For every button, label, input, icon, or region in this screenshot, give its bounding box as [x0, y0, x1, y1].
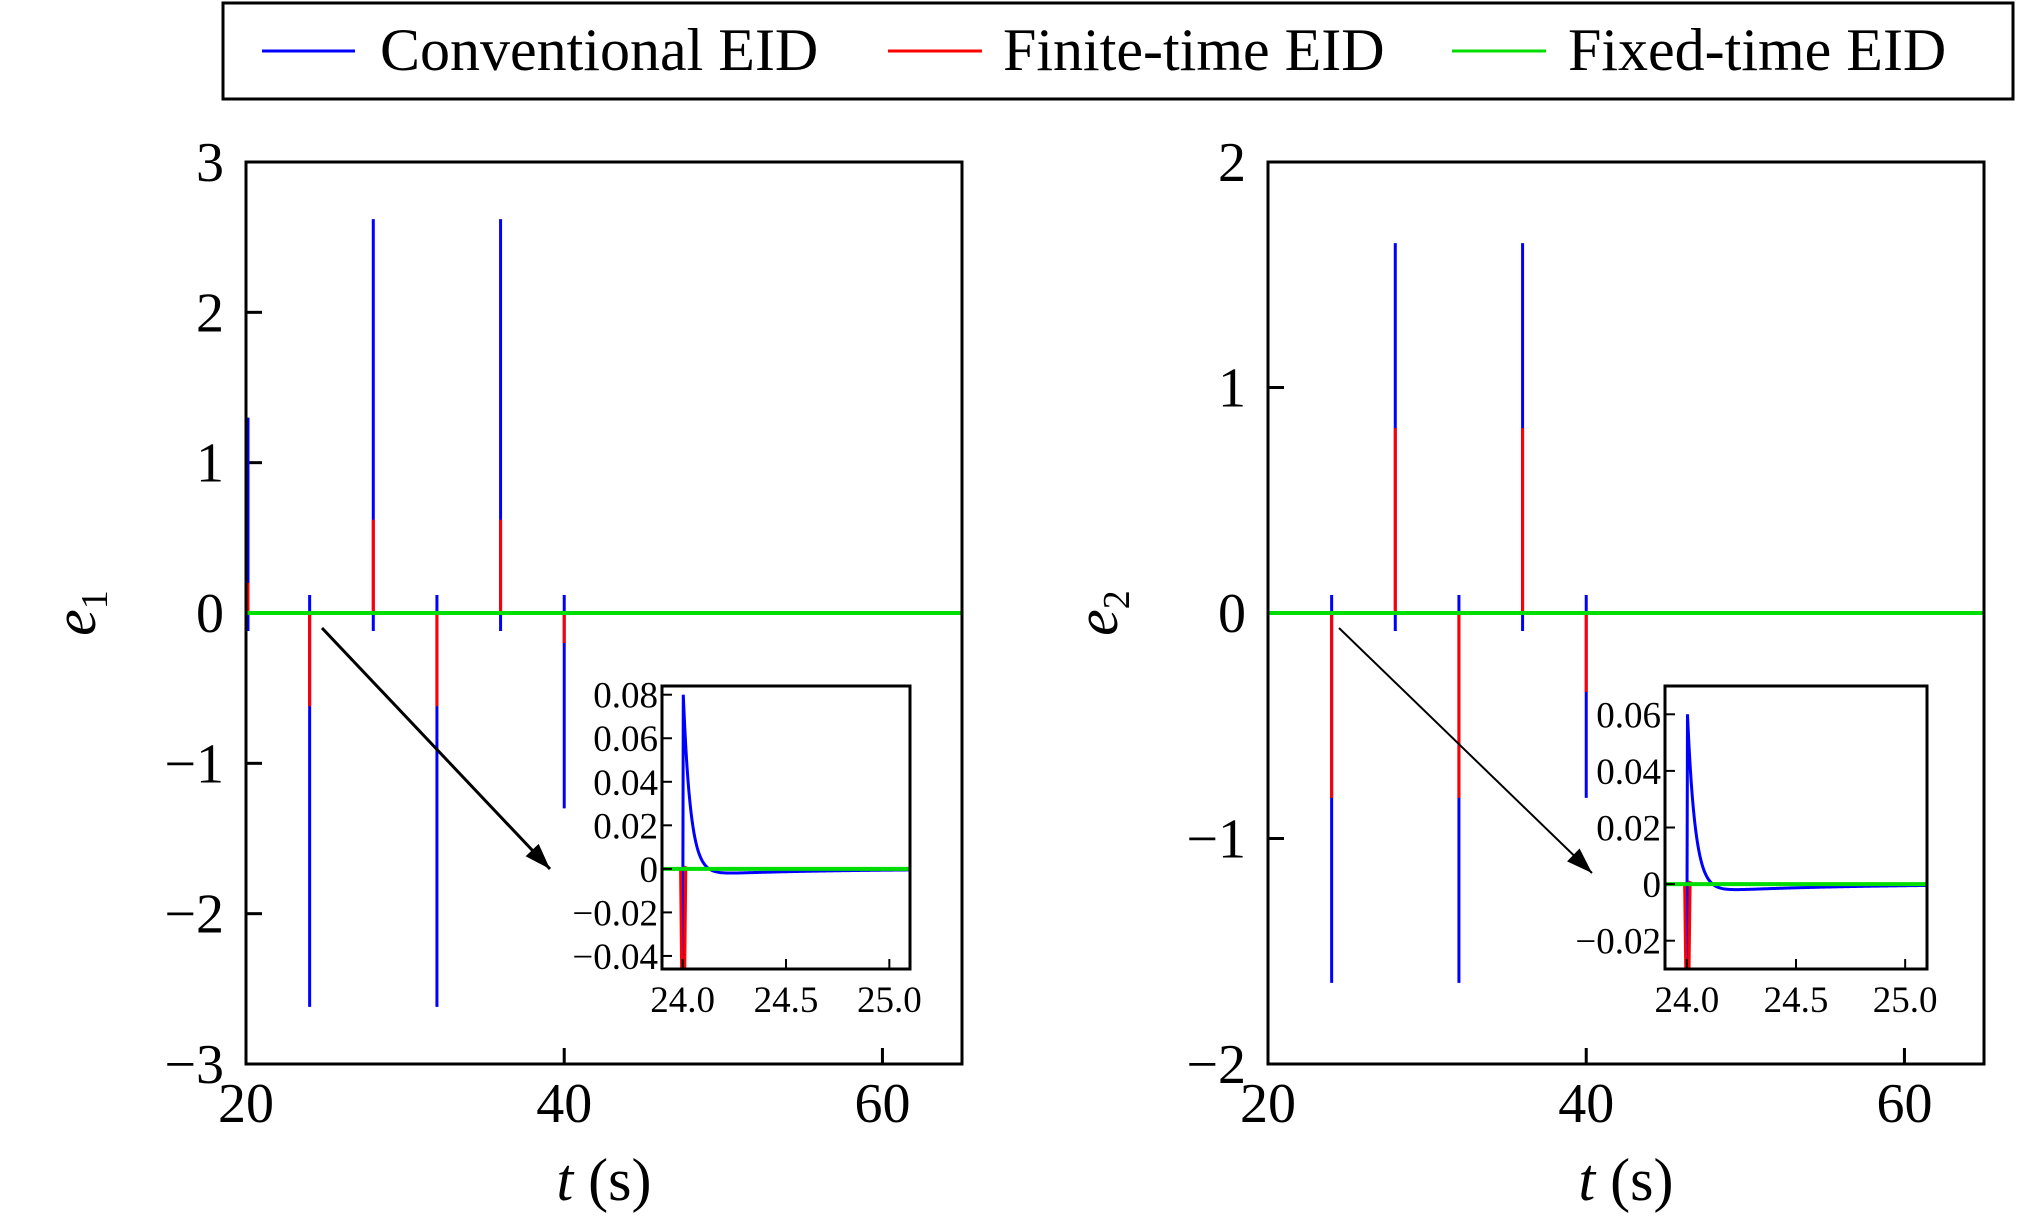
y-tick-label: 0 — [196, 583, 224, 645]
inset-y-tick-label: 0.04 — [1596, 752, 1661, 793]
legend: Conventional EID Finite-time EID Fixed-t… — [221, 1, 2015, 101]
x-tick-label: 20 — [218, 1073, 274, 1135]
left-inset-frame — [660, 684, 912, 971]
inset-x-tick-label: 25.0 — [1873, 980, 1938, 1021]
y-tick-label: 1 — [1218, 358, 1246, 420]
inset-y-tick-label: −0.04 — [572, 937, 658, 978]
inset-y-tick-label: −0.02 — [1575, 922, 1661, 963]
chart-left: 3 2 1 0 −1 −2 −320 40 60 e1 t (s) 0.080.060.040.… — [42, 132, 964, 1213]
y-tick-label: −2 — [164, 884, 224, 946]
inset-x-tick-label: 25.0 — [857, 980, 922, 1021]
y-tick-label: 3 — [196, 132, 224, 194]
right-inset-arrow — [1338, 627, 1593, 874]
inset-y-tick-label: 0.04 — [593, 763, 658, 804]
legend-box — [221, 1, 2015, 101]
legend-label-fixed: Fixed-time EID — [1568, 17, 1946, 83]
inset-y-tick-label: 0.06 — [1596, 695, 1661, 736]
x-tick-label: 40 — [1558, 1073, 1614, 1135]
left-plot-frame — [244, 160, 964, 1066]
right-inset-ticks: 0.06 0.04 0.02 0 −0.02 24.0 24.5 25.0 — [1575, 695, 1937, 1021]
legend-label-finite: Finite-time EID — [1003, 17, 1385, 83]
x-tick-label: 60 — [1876, 1073, 1932, 1135]
inset-y-tick-label: 0.02 — [1596, 809, 1661, 850]
inset-y-tick-label: 0 — [1643, 865, 1662, 906]
right-y-axis-label: e2 — [1064, 590, 1138, 636]
right-inset: 0.06 0.04 0.02 0 −0.02 24.0 24.5 25.0 — [1575, 684, 1938, 1021]
x-tick-label: 20 — [1240, 1073, 1296, 1135]
left-inset-arrow — [320, 626, 552, 871]
right-data — [1268, 243, 1984, 983]
right-inset-frame — [1663, 684, 1929, 971]
y-tick-label: −1 — [164, 733, 224, 795]
chart-right: 2 1 0 −1 −220 40 60 e2 t (s) 0.06 0.04 0.02 0 −0.0… — [1064, 132, 1986, 1213]
inset-x-tick-label: 24.5 — [1764, 980, 1829, 1021]
y-tick-label: 1 — [196, 433, 224, 495]
y-tick-label: 2 — [196, 282, 224, 344]
left-inset-arrowhead — [525, 843, 550, 869]
y-tick-label: −1 — [1186, 809, 1246, 871]
inset-x-tick-label: 24.5 — [754, 980, 819, 1021]
y-tick-label: −2 — [1186, 1034, 1246, 1096]
inset-y-tick-label: 0 — [640, 850, 659, 891]
right-inset-frame-bg — [1665, 686, 1927, 969]
right-x-axis-label: t (s) — [1579, 1147, 1674, 1213]
inset-x-tick-label: 24.0 — [650, 980, 715, 1021]
inset-y-tick-label: 0.08 — [593, 676, 658, 717]
left-inset-frame-bg — [662, 686, 910, 969]
right-plot-frame — [1266, 160, 1986, 1066]
x-tick-label: 60 — [854, 1073, 910, 1135]
left-y-axis-label: e1 — [42, 590, 116, 636]
inset-x-tick-label: 24.0 — [1654, 980, 1719, 1021]
x-tick-label: 40 — [536, 1073, 592, 1135]
left-data — [246, 219, 962, 1007]
inset-y-tick-label: 0.06 — [593, 719, 658, 760]
inset-y-tick-label: 0.02 — [593, 806, 658, 847]
y-tick-label: 0 — [1218, 583, 1246, 645]
left-x-axis-label: t (s) — [557, 1147, 652, 1213]
left-ticks: 3 2 1 0 −1 −2 −320 40 60 — [164, 132, 910, 1135]
y-tick-label: 2 — [1218, 132, 1246, 194]
y-tick-label: −3 — [164, 1034, 224, 1096]
legend-label-conventional: Conventional EID — [380, 17, 818, 83]
right-inset-arrowhead — [1567, 848, 1592, 873]
inset-y-tick-label: −0.02 — [572, 893, 658, 934]
